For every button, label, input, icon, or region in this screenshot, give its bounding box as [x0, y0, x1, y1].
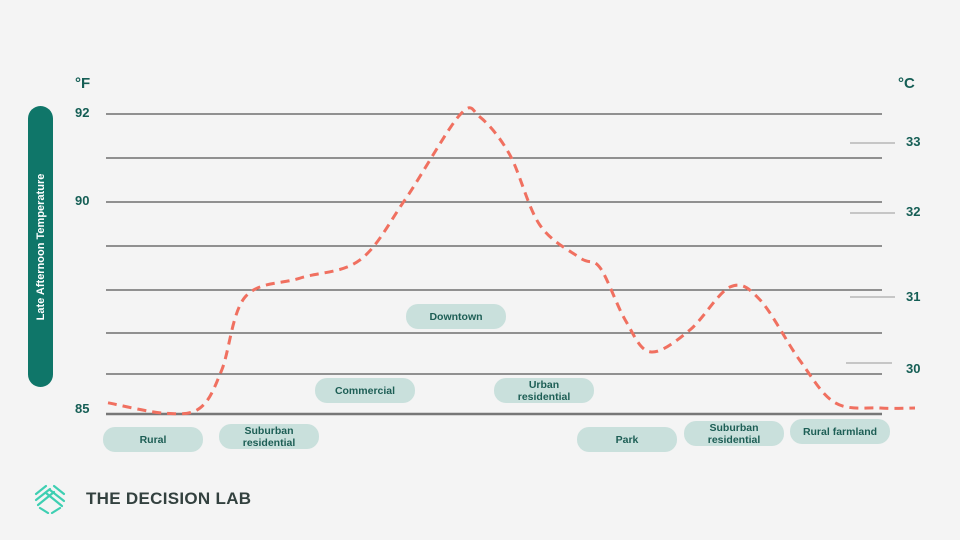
left-tick-label: 92 [75, 105, 90, 120]
zone-label: Rural [103, 427, 203, 452]
right-tick-label: 31 [906, 289, 921, 304]
zone-label: Rural farmland [790, 419, 890, 444]
zone-label: Urban residential [494, 378, 594, 403]
left-tick-label: 85 [75, 401, 90, 416]
zone-label: Commercial [315, 378, 415, 403]
brand-name: THE DECISION LAB [86, 489, 252, 508]
right-tick-label: 32 [906, 204, 921, 219]
zone-label: Park [577, 427, 677, 452]
zone-label: Suburban residential [219, 424, 319, 449]
y-axis-label: Late Afternoon Temperature [28, 106, 53, 387]
temperature-line [107, 106, 916, 416]
zone-label: Suburban residential [684, 421, 784, 446]
right-unit-label: °C [898, 75, 915, 92]
right-tick-label: 30 [906, 361, 921, 376]
brand-mark-icon [34, 484, 66, 514]
left-unit-label: °F [75, 75, 91, 92]
brand-logo: THE DECISION LAB [32, 484, 251, 514]
right-tick-label: 33 [906, 134, 921, 149]
zone-label: Downtown [406, 304, 506, 329]
left-tick-label: 90 [75, 193, 90, 208]
y-axis-label-text: Late Afternoon Temperature [34, 173, 47, 320]
